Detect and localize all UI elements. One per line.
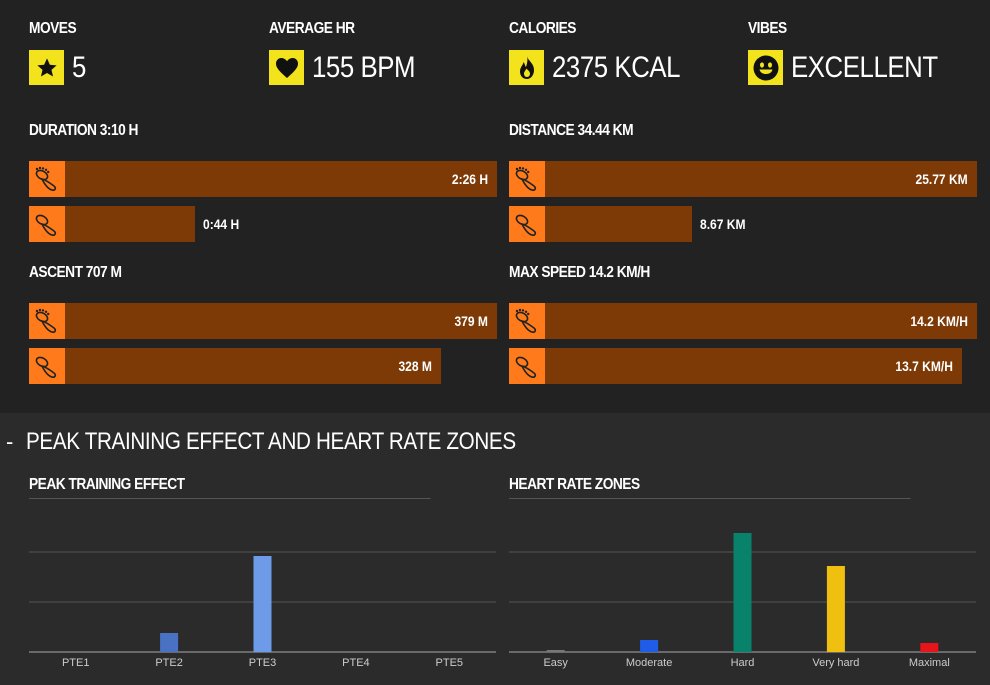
footprint-icon [29, 161, 65, 197]
bar-row-1: 14.2 KM/H [509, 303, 977, 339]
ascent-section: ASCENT 707 M 379 M 328 M [29, 264, 497, 384]
tick-label: Moderate [626, 657, 672, 669]
footprint-icon [509, 348, 545, 384]
bar-fill [545, 348, 962, 384]
bar-value: 2:26 H [451, 171, 488, 187]
chart-title: HEART RATE ZONES [509, 472, 911, 499]
section-title: DISTANCE 34.44 KM [509, 122, 634, 139]
bar-row-2: 0:44 H [29, 206, 497, 242]
flame-icon [509, 50, 544, 85]
bar-row-2: 8.67 KM [509, 206, 977, 242]
footprint-icon [509, 206, 545, 242]
bar-row-1: 379 M [29, 303, 497, 339]
stat-value: 2375 KCAL [552, 50, 681, 84]
bar-fill [65, 206, 195, 242]
bar-fill [545, 303, 977, 339]
stat-label: VIBES [748, 20, 787, 37]
smiley-icon [748, 50, 783, 85]
chart-svg: Easy Moderate Hard Very hard Maximal [509, 533, 976, 669]
tick-label: PTE1 [62, 657, 90, 669]
bar-row-1: 25.77 KM [509, 161, 977, 197]
tick-label: Very hard [812, 657, 859, 669]
stat-label: AVERAGE HR [269, 20, 355, 37]
bar-easy [546, 650, 565, 652]
stat-value: 5 [72, 50, 86, 84]
peak-section-title: PEAK TRAINING EFFECT AND HEART RATE ZONE… [26, 428, 516, 455]
tick-label: PTE4 [342, 657, 370, 669]
tick-label: PTE5 [436, 657, 464, 669]
bar-fill [545, 161, 977, 197]
distance-section: DISTANCE 34.44 KM 25.77 KM 8.67 KM [509, 122, 977, 242]
stat-vibes: VIBES EXCELLENT [748, 20, 978, 85]
collapse-toggle[interactable]: - [6, 429, 14, 454]
tick-label: PTE3 [249, 657, 277, 669]
bar-value: 8.67 KM [700, 216, 746, 232]
stat-calories: CALORIES 2375 KCAL [509, 20, 739, 85]
chart-svg: PTE1 PTE2 PTE3 PTE4 PTE5 [29, 551, 496, 669]
bar-value: 379 M [454, 313, 488, 329]
footprint-icon [509, 303, 545, 339]
bar-fill [65, 348, 441, 384]
peak-training-effect-chart: PEAK TRAINING EFFECT PTE1 PTE2 PTE3 PTE4 PTE… [29, 472, 496, 677]
stat-moves: MOVES 5 [29, 20, 259, 85]
peak-section-header[interactable]: - PEAK TRAINING EFFECT AND HEART RATE ZO… [0, 428, 596, 456]
tick-label: Easy [543, 657, 568, 669]
tick-label: Maximal [909, 657, 950, 669]
bar-hard [733, 533, 752, 652]
bar-value: 0:44 H [203, 216, 240, 232]
tick-label: PTE2 [155, 657, 183, 669]
footprint-icon [29, 348, 65, 384]
section-title: MAX SPEED 14.2 KM/H [509, 264, 650, 281]
stat-label: CALORIES [509, 20, 576, 37]
bar-value: 13.7 KM/H [895, 358, 953, 374]
duration-section: DURATION 3:10 H 2:26 H 0:44 H [29, 122, 497, 242]
star-icon [29, 50, 64, 85]
bar-value: 25.77 KM [915, 171, 968, 187]
section-title: DURATION 3:10 H [29, 122, 139, 139]
bar-fill [545, 206, 692, 242]
footprint-icon [29, 206, 65, 242]
bar-value: 328 M [398, 358, 432, 374]
bar-maximal [920, 643, 939, 652]
chart-title: PEAK TRAINING EFFECT [29, 472, 431, 499]
section-title: ASCENT 707 M [29, 264, 122, 281]
stat-value: 155 BPM [312, 50, 416, 84]
bar-row-2: 328 M [29, 348, 497, 384]
bar-pte2 [160, 633, 179, 652]
tick-label: Hard [731, 657, 755, 669]
bar-fill [65, 161, 497, 197]
heart-icon [269, 50, 304, 85]
bar-moderate [640, 640, 659, 652]
bar-fill [65, 303, 497, 339]
bar-row-1: 2:26 H [29, 161, 497, 197]
heart-rate-zones-chart: HEART RATE ZONES Easy Moderate Hard Very ha… [509, 472, 976, 677]
bar-very-hard [826, 566, 845, 652]
stat-value: EXCELLENT [791, 50, 938, 84]
bar-value: 14.2 KM/H [910, 313, 968, 329]
footprint-icon [29, 303, 65, 339]
stat-label: MOVES [29, 20, 77, 37]
bar-pte3 [253, 556, 272, 652]
stat-average-hr: AVERAGE HR 155 BPM [269, 20, 499, 85]
max-speed-section: MAX SPEED 14.2 KM/H 14.2 KM/H 13.7 KM/H [509, 264, 977, 384]
bar-row-2: 13.7 KM/H [509, 348, 977, 384]
footprint-icon [509, 161, 545, 197]
